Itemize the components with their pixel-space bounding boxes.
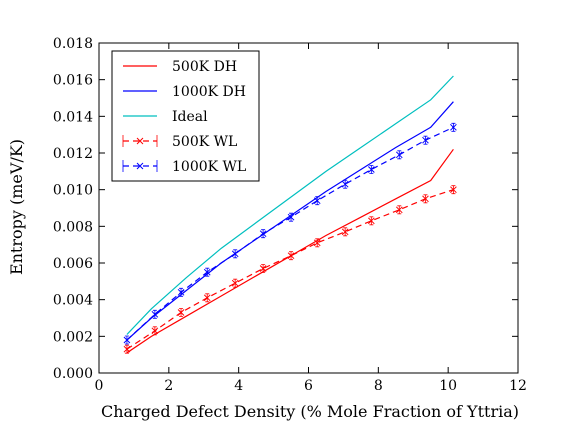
y-tick-label: 0.018	[53, 36, 93, 52]
error-bar	[152, 309, 157, 319]
x-tick-label: 12	[509, 378, 527, 394]
error-bar	[343, 227, 348, 237]
error-bar	[397, 150, 402, 160]
y-tick-label: 0.000	[53, 366, 93, 382]
error-bar	[233, 249, 238, 259]
error-bar	[289, 251, 294, 261]
legend-label: 500K DH	[172, 59, 237, 75]
x-tick-label: 2	[164, 378, 173, 394]
error-bar	[369, 216, 374, 226]
x-tick-label: 0	[95, 378, 104, 394]
series-line-ideal	[126, 75, 454, 335]
error-bar	[124, 335, 129, 345]
y-tick-label: 0.006	[53, 256, 93, 272]
y-tick-label: 0.008	[53, 219, 93, 235]
x-tick-label: 4	[234, 378, 243, 394]
error-bar	[315, 238, 320, 248]
error-bar	[451, 185, 456, 195]
error-bar	[179, 308, 184, 317]
error-bar	[451, 122, 456, 132]
y-axis-label: Entropy (meV/K)	[7, 139, 26, 275]
legend-errorbar	[122, 135, 158, 147]
error-bar	[423, 194, 428, 204]
legend-marker	[136, 162, 144, 170]
error-bar	[397, 205, 402, 215]
y-tick-label: 0.014	[53, 109, 93, 125]
error-bar	[124, 344, 129, 354]
error-bar	[315, 196, 320, 206]
series-line-500k-wl	[126, 189, 454, 350]
y-tick-label: 0.012	[53, 146, 93, 162]
legend-errorbar	[122, 160, 158, 172]
error-bar	[289, 212, 294, 222]
y-tick-label: 0.004	[53, 293, 93, 309]
x-tick-label: 10	[439, 378, 457, 394]
error-bar	[261, 229, 266, 239]
x-tick-label: 8	[374, 378, 383, 394]
legend-label: 1000K WL	[172, 159, 246, 175]
error-bar	[179, 287, 184, 297]
legend-label: Ideal	[172, 109, 208, 125]
x-tick-label: 6	[304, 378, 313, 394]
plot-area: 0 2 4 6 8 10 12 0.000 0.002 0.004 0.006 0.008 0.010 0…	[53, 36, 527, 394]
error-bar	[205, 267, 210, 277]
error-bar	[343, 179, 348, 189]
y-tick-label: 0.010	[53, 183, 93, 199]
legend-label: 1000K DH	[172, 84, 246, 100]
y-tick-label: 0.016	[53, 73, 93, 89]
error-bar	[233, 278, 238, 288]
x-axis-label: Charged Defect Density (% Mole Fraction …	[101, 402, 519, 421]
error-bar	[369, 165, 374, 174]
error-bar	[423, 135, 428, 145]
legend-label: 500K WL	[172, 134, 237, 150]
error-bar	[152, 326, 157, 336]
y-tick-label: 0.002	[53, 329, 93, 345]
legend-marker	[136, 137, 144, 145]
error-bar	[205, 293, 210, 303]
error-bar	[261, 264, 266, 273]
